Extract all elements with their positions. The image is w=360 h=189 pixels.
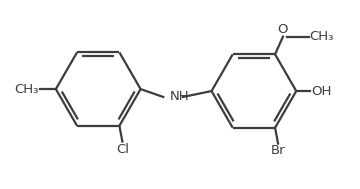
Text: CH₃: CH₃ [15,83,39,96]
Text: Br: Br [271,145,285,157]
Text: O: O [278,23,288,36]
Text: Cl: Cl [116,143,129,156]
Text: CH₃: CH₃ [310,30,334,43]
Text: NH: NH [170,91,190,103]
Text: OH: OH [311,84,332,98]
